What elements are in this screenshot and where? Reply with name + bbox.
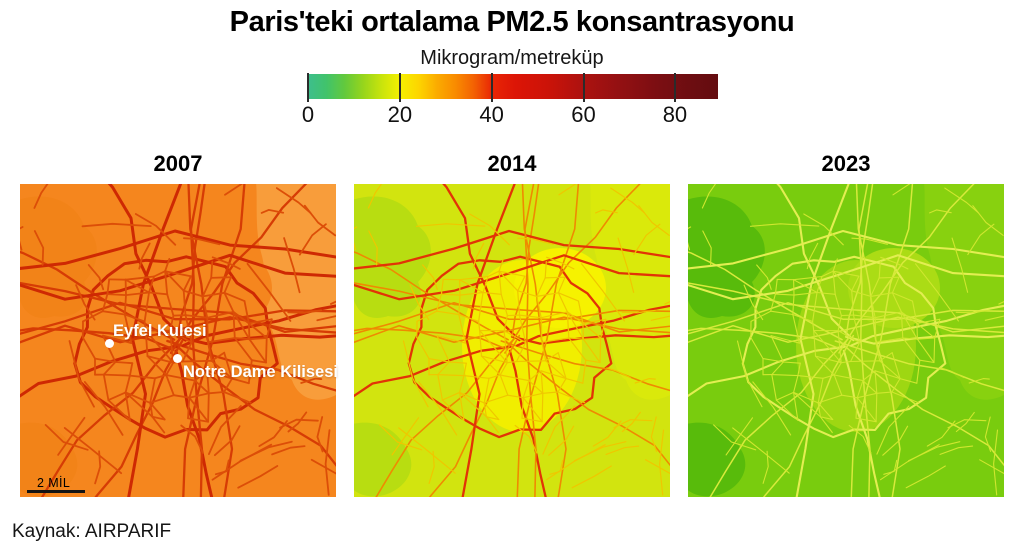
colorbar-tick — [490, 73, 493, 102]
colorbar-tick — [398, 73, 401, 102]
colorbar-tick-label: 40 — [479, 102, 504, 127]
scale-bar-line — [27, 490, 85, 493]
map-panel-2023 — [688, 184, 1004, 497]
colorbar-tick — [307, 73, 309, 102]
map-panel-2014 — [354, 184, 670, 497]
colorbar: 0 20 40 60 80 — [302, 73, 718, 127]
colorbar-tick-label: 0 — [301, 102, 315, 127]
year-label-2014: 2014 — [487, 151, 537, 176]
colorbar-tick — [582, 73, 585, 102]
paris-pm25-map-2007 — [20, 184, 336, 497]
colorbar-tick-label: 80 — [662, 102, 688, 127]
source-note: Kaynak: AIRPARIF — [12, 521, 172, 542]
notre-dame-label: Notre Dame Kilisesi — [183, 363, 338, 381]
notre-dame-marker — [173, 354, 182, 363]
colorbar-tick-label: 20 — [387, 102, 413, 127]
colorbar-tick — [673, 73, 676, 102]
year-label-2023: 2023 — [821, 151, 871, 176]
legend-title: Mikrogram/metreküp — [420, 47, 604, 69]
colorbar-tick-label: 60 — [571, 102, 596, 127]
figure-title: Paris'teki ortalama PM2.5 konsantrasyonu — [229, 6, 795, 38]
paris-pm25-map-2014 — [354, 184, 670, 497]
scale-bar-label: 2 MİL — [37, 476, 71, 490]
year-label-2007: 2007 — [153, 151, 203, 176]
colorbar-gradient — [308, 74, 718, 99]
paris-pm25-map-2023 — [688, 184, 1004, 497]
eiffel-tower-marker — [105, 339, 114, 348]
eiffel-tower-label: Eyfel Kulesi — [113, 322, 207, 340]
map-panel-2007: Eyfel Kulesi Notre Dame Kilisesi 2 MİL — [20, 184, 338, 497]
